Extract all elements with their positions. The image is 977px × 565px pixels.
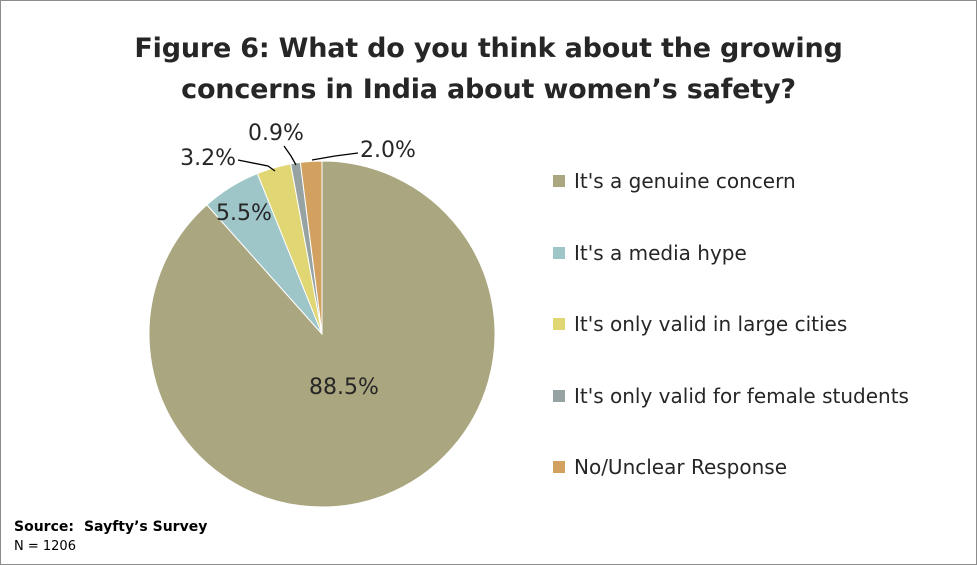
legend-label: No/Unclear Response (574, 455, 787, 479)
legend-item-it-s-only-valid-in-large-cities: It's only valid in large cities (553, 309, 847, 339)
legend-item-no-unclear-response: No/Unclear Response (553, 452, 787, 482)
legend-label: It's only valid for female students (574, 383, 909, 408)
legend-item-it-s-only-valid-for-female-students: It's only valid for female students (553, 381, 909, 411)
leader-line-it-s-only-valid-in-large-cities (237, 159, 276, 172)
legend-swatch (553, 461, 565, 473)
legend-label: It's a media hype (574, 240, 747, 265)
legend-swatch (553, 318, 565, 330)
leader-line-it-s-only-valid-for-female-students (283, 145, 297, 166)
legend-item-it-s-a-genuine-concern: It's a genuine concern (553, 166, 796, 196)
data-label-it-s-only-valid-in-large-cities: 3.2% (180, 146, 236, 171)
chart-title-line-2: concerns in India about women’s safety? (181, 74, 796, 105)
sample-size: N = 1206 (14, 539, 76, 554)
legend-swatch (553, 175, 565, 187)
legend-swatch (553, 389, 565, 402)
source-note: Source: Sayfty’s Survey N = 1206 (14, 517, 207, 557)
data-label-it-s-a-media-hype: 5.5% (216, 201, 272, 226)
chart-title-line-1: Figure 6: What do you think about the gr… (134, 33, 843, 64)
legend-label: It's only valid in large cities (574, 312, 848, 336)
source-value: Sayfty’s Survey (83, 519, 208, 535)
pie-slice-no-unclear-response (299, 160, 323, 335)
data-label-no-unclear-response: 2.0% (360, 138, 416, 163)
chart-title: Figure 6: What do you think about the gr… (0, 28, 977, 110)
legend-label: It's a genuine concern (574, 169, 796, 193)
legend-swatch (553, 246, 565, 259)
data-label-it-s-only-valid-for-female-students: 0.9% (248, 121, 304, 146)
legend-item-it-s-a-media-hype: It's a media hype (553, 238, 747, 268)
leader-line-no-unclear-response (311, 152, 359, 161)
data-label-it-s-a-genuine-concern: 88.5% (309, 375, 379, 400)
source-label: Source: (14, 519, 74, 535)
